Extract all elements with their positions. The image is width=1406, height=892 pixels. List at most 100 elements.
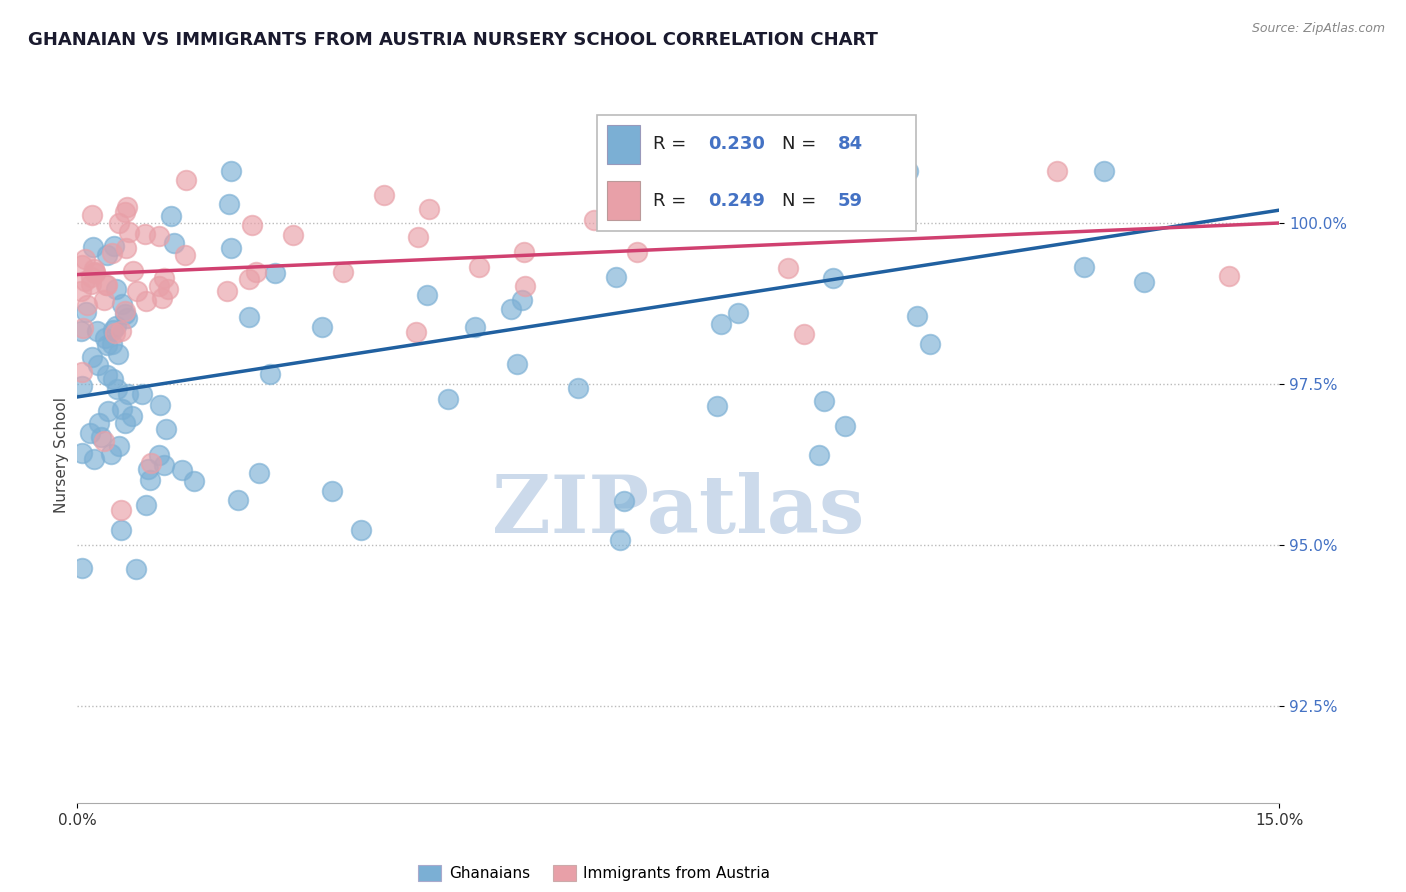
Point [513, 278, 536, 293]
Point [468, 260, 491, 274]
Point [72, 365, 94, 379]
Point [82, 240, 104, 254]
Text: N =: N = [783, 192, 823, 210]
Point [464, 319, 486, 334]
Point [100, 447, 122, 461]
Point [156, 282, 179, 296]
Point [416, 287, 439, 301]
Point [436, 392, 458, 406]
Point [259, 368, 281, 382]
Point [97, 404, 120, 418]
Point [86, 324, 108, 338]
Point [173, 248, 195, 262]
Point [609, 533, 631, 548]
Point [101, 323, 124, 337]
Point [134, 227, 156, 241]
Point [135, 294, 157, 309]
Text: 0.249: 0.249 [707, 192, 765, 210]
Point [141, 456, 163, 470]
Text: N =: N = [783, 136, 823, 153]
FancyBboxPatch shape [607, 181, 640, 220]
Point [104, 319, 127, 334]
FancyBboxPatch shape [598, 115, 915, 231]
Point [110, 523, 132, 537]
Point [104, 282, 127, 296]
Point [70, 446, 93, 460]
Text: 84: 84 [838, 136, 863, 153]
Y-axis label: Nursery School: Nursery School [53, 397, 69, 513]
Point [148, 449, 170, 463]
Point [87, 358, 110, 372]
Point [80, 277, 103, 291]
Point [110, 324, 132, 338]
Point [70, 258, 93, 272]
Point [96, 277, 118, 292]
Point [117, 200, 139, 214]
Point [163, 235, 186, 250]
Point [160, 210, 183, 224]
Point [170, 463, 193, 477]
Point [626, 244, 648, 259]
Point [105, 382, 128, 396]
Point [582, 213, 605, 227]
Point [281, 227, 304, 242]
Point [710, 317, 733, 331]
Point [117, 387, 139, 401]
Point [405, 325, 427, 339]
Point [501, 302, 523, 317]
Point [83, 452, 105, 467]
Point [245, 265, 267, 279]
Text: R =: R = [652, 136, 692, 153]
Point [79, 425, 101, 440]
Point [823, 271, 845, 285]
Point [139, 474, 162, 488]
Point [373, 188, 395, 202]
Point [513, 245, 536, 260]
Text: 59: 59 [838, 192, 863, 210]
Point [127, 284, 149, 298]
Point [215, 284, 238, 298]
Point [148, 228, 170, 243]
Point [93, 434, 115, 449]
Point [876, 196, 898, 211]
Point [150, 291, 173, 305]
Point [94, 278, 117, 293]
Point [1092, 164, 1115, 178]
Point [813, 394, 835, 409]
Point [1133, 276, 1156, 290]
Point [148, 279, 170, 293]
Point [800, 194, 823, 208]
Point [94, 331, 117, 345]
Point [100, 337, 122, 351]
Point [111, 401, 134, 416]
Point [114, 416, 136, 430]
Point [121, 409, 143, 424]
Point [96, 247, 118, 261]
Point [905, 310, 928, 324]
Point [111, 296, 134, 310]
Point [110, 503, 132, 517]
Point [153, 270, 176, 285]
Point [153, 458, 176, 473]
Point [247, 466, 270, 480]
Point [76, 304, 98, 318]
Point [350, 523, 373, 537]
Point [104, 326, 127, 341]
Point [505, 357, 527, 371]
Point [238, 272, 260, 286]
Point [793, 327, 815, 342]
Text: 0.230: 0.230 [707, 136, 765, 153]
Point [311, 319, 333, 334]
Point [510, 293, 533, 308]
Point [1073, 260, 1095, 274]
Point [87, 416, 110, 430]
Point [101, 245, 124, 260]
Point [834, 419, 856, 434]
Point [84, 266, 107, 280]
Point [920, 337, 942, 351]
Point [136, 462, 159, 476]
Point [70, 324, 93, 338]
Point [115, 241, 138, 255]
Point [90, 430, 112, 444]
Point [897, 164, 920, 178]
